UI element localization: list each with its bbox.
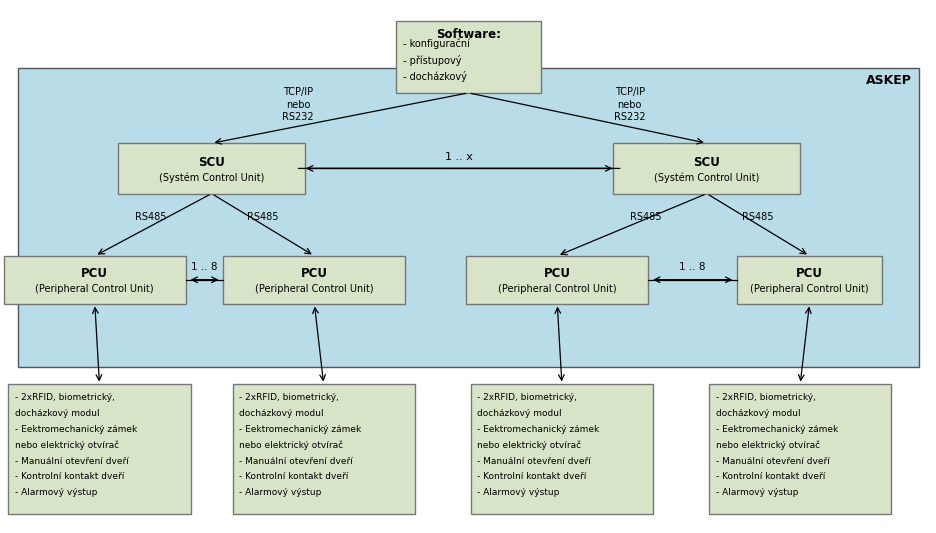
- Text: (Peripheral Control Unit): (Peripheral Control Unit): [36, 284, 154, 294]
- Text: RS485: RS485: [630, 212, 661, 222]
- Text: (Peripheral Control Unit): (Peripheral Control Unit): [750, 284, 868, 294]
- Bar: [4, 256, 185, 304]
- Bar: [613, 143, 799, 193]
- Text: nebo elektrický otvírač: nebo elektrický otvírač: [715, 441, 819, 450]
- Text: - Manuální otevření dveří: - Manuální otevření dveří: [239, 457, 353, 466]
- Bar: [18, 68, 918, 367]
- Text: - 2xRFID, biometrický,: - 2xRFID, biometrický,: [715, 393, 814, 402]
- Text: 1 .. x: 1 .. x: [445, 152, 473, 161]
- Bar: [470, 384, 652, 514]
- Bar: [396, 21, 540, 93]
- Text: - Alarmový výstup: - Alarmový výstup: [476, 488, 559, 497]
- Text: (Peripheral Control Unit): (Peripheral Control Unit): [255, 284, 373, 294]
- Text: - Manuální otevření dveří: - Manuální otevření dveří: [476, 457, 591, 466]
- Text: - Kontrolní kontakt dveří: - Kontrolní kontakt dveří: [715, 472, 824, 481]
- Text: Software:: Software:: [435, 28, 501, 41]
- Text: PCU: PCU: [81, 267, 109, 280]
- Text: - Manuální otevření dveří: - Manuální otevření dveří: [715, 457, 828, 466]
- Text: docházkový modul: docházkový modul: [239, 409, 324, 418]
- Text: RS485: RS485: [135, 212, 167, 222]
- Text: (Peripheral Control Unit): (Peripheral Control Unit): [497, 284, 616, 294]
- Text: SCU: SCU: [693, 156, 720, 168]
- Text: - docházkový: - docházkový: [402, 70, 466, 82]
- Text: PCU: PCU: [300, 267, 328, 280]
- Text: 1 .. 8: 1 .. 8: [191, 262, 217, 271]
- Text: nebo elektrický otvírač: nebo elektrický otvírač: [15, 441, 119, 450]
- Text: RS485: RS485: [247, 212, 278, 222]
- Text: - 2xRFID, biometrický,: - 2xRFID, biometrický,: [476, 393, 577, 402]
- Text: nebo elektrický otvírač: nebo elektrický otvírač: [239, 441, 343, 450]
- Text: nebo elektrický otvírač: nebo elektrický otvírač: [476, 441, 581, 450]
- Text: RS485: RS485: [741, 212, 773, 222]
- Text: 1 .. 8: 1 .. 8: [679, 262, 705, 271]
- Bar: [223, 256, 405, 304]
- Bar: [466, 256, 648, 304]
- Text: PCU: PCU: [796, 267, 822, 280]
- Text: TCP/IP
nebo
RS232: TCP/IP nebo RS232: [613, 87, 645, 122]
- Text: SCU: SCU: [197, 156, 225, 168]
- Text: (Systém Control Unit): (Systém Control Unit): [653, 173, 758, 183]
- Text: - Manuální otevření dveří: - Manuální otevření dveří: [15, 457, 128, 466]
- Text: - 2xRFID, biometrický,: - 2xRFID, biometrický,: [15, 393, 115, 402]
- Bar: [8, 384, 190, 514]
- Bar: [118, 143, 305, 193]
- Text: - Eektromechanický zámek: - Eektromechanický zámek: [239, 425, 361, 434]
- Text: - Kontrolní kontakt dveří: - Kontrolní kontakt dveří: [239, 472, 348, 481]
- Text: - Eektromechanický zámek: - Eektromechanický zámek: [476, 425, 599, 434]
- Text: - Kontrolní kontakt dveří: - Kontrolní kontakt dveří: [476, 472, 586, 481]
- Bar: [232, 384, 415, 514]
- Text: PCU: PCU: [543, 267, 570, 280]
- Text: docházkový modul: docházkový modul: [15, 409, 99, 418]
- Bar: [709, 384, 890, 514]
- Text: - 2xRFID, biometrický,: - 2xRFID, biometrický,: [239, 393, 339, 402]
- Text: TCP/IP
nebo
RS232: TCP/IP nebo RS232: [282, 87, 314, 122]
- Text: - Eektromechanický zámek: - Eektromechanický zámek: [715, 425, 837, 434]
- Text: ASKEP: ASKEP: [865, 74, 911, 87]
- Text: (Systém Control Unit): (Systém Control Unit): [159, 173, 264, 183]
- Text: - Eektromechanický zámek: - Eektromechanický zámek: [15, 425, 137, 434]
- Text: docházkový modul: docházkový modul: [476, 409, 562, 418]
- Text: - konfigurační: - konfigurační: [402, 39, 469, 49]
- Text: - přístupový: - přístupový: [402, 55, 461, 66]
- Text: - Alarmový výstup: - Alarmový výstup: [15, 488, 97, 497]
- Bar: [737, 256, 881, 304]
- Text: docházkový modul: docházkový modul: [715, 409, 799, 418]
- Text: - Alarmový výstup: - Alarmový výstup: [715, 488, 797, 497]
- Text: - Alarmový výstup: - Alarmový výstup: [239, 488, 321, 497]
- Text: - Kontrolní kontakt dveří: - Kontrolní kontakt dveří: [15, 472, 124, 481]
